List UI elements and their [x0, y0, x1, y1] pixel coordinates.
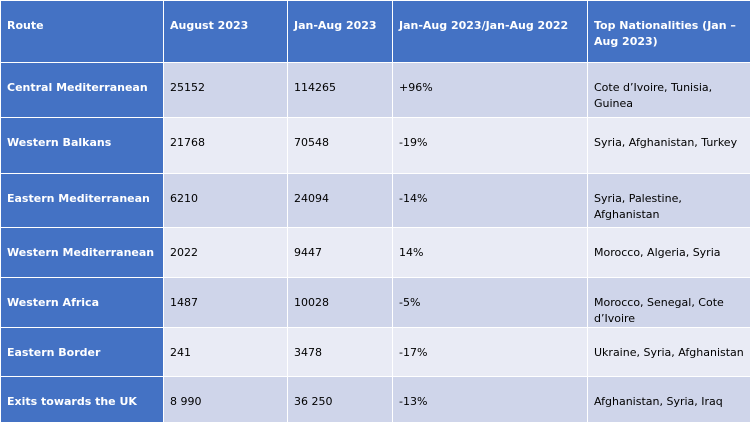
data-cell: 9447 — [287, 227, 393, 278]
data-cell: Cote d’Ivoire, Tunisia, Guinea — [587, 62, 750, 118]
data-cell: 1487 — [163, 277, 288, 328]
table-row: Western Mediterranean 2022 9447 14% Morocco,… — [0, 227, 750, 278]
header-cell: Jan-Aug 2023/Jan-Aug 2022 — [392, 0, 588, 63]
header-cell: Jan-Aug 2023 — [287, 0, 393, 63]
table-row: Eastern Border 241 3478 -17% Ukraine, Syria,… — [0, 327, 750, 377]
data-cell: -5% — [392, 277, 588, 328]
data-cell: 25152 — [163, 62, 288, 118]
table-row: Western Africa 1487 10028 -5% Morocco, Seneg… — [0, 277, 750, 328]
table-row: Central Mediterranean 25152 114265 +96% Cote… — [0, 62, 750, 118]
data-cell: Syria, Afghanistan, Turkey — [587, 117, 750, 174]
data-cell: +96% — [392, 62, 588, 118]
data-cell: 10028 — [287, 277, 393, 328]
data-cell: -19% — [392, 117, 588, 174]
header-cell: Route — [0, 0, 164, 63]
data-cell: Afghanistan, Syria, Iraq — [587, 376, 750, 422]
header-row: Route August 2023 Jan-Aug 2023 Jan-Aug 2023… — [0, 0, 750, 63]
data-cell: 24094 — [287, 173, 393, 228]
table-row: Eastern Mediterranean 6210 24094 -14% Syria,… — [0, 173, 750, 228]
data-cell: -13% — [392, 376, 588, 422]
route-cell: Western Africa — [0, 277, 164, 328]
data-cell: -17% — [392, 327, 588, 377]
table-row: Exits towards the UK 8 990 36 250 -13% Afgha… — [0, 376, 750, 422]
data-cell: 241 — [163, 327, 288, 377]
data-cell: 2022 — [163, 227, 288, 278]
data-cell: 114265 — [287, 62, 393, 118]
data-cell: Morocco, Algeria, Syria — [587, 227, 750, 278]
route-cell: Western Mediterranean — [0, 227, 164, 278]
data-cell: 6210 — [163, 173, 288, 228]
route-cell: Western Balkans — [0, 117, 164, 174]
data-cell: -14% — [392, 173, 588, 228]
data-cell: 70548 — [287, 117, 393, 174]
route-cell: Exits towards the UK — [0, 376, 164, 422]
data-cell: 14% — [392, 227, 588, 278]
header-cell: Top Nationalities (Jan – Aug 2023) — [587, 0, 750, 63]
data-cell: 8 990 — [163, 376, 288, 422]
data-cell: Morocco, Senegal, Cote d’Ivoire — [587, 277, 750, 328]
data-cell: 21768 — [163, 117, 288, 174]
header-cell: August 2023 — [163, 0, 288, 63]
data-cell: Syria, Palestine, Afghanistan — [587, 173, 750, 228]
route-cell: Central Mediterranean — [0, 62, 164, 118]
data-cell: Ukraine, Syria, Afghanistan — [587, 327, 750, 377]
route-cell: Eastern Border — [0, 327, 164, 377]
route-cell: Eastern Mediterranean — [0, 173, 164, 228]
table-row: Western Balkans 21768 70548 -19% Syria, Afgh… — [0, 117, 750, 174]
data-cell: 36 250 — [287, 376, 393, 422]
data-cell: 3478 — [287, 327, 393, 377]
